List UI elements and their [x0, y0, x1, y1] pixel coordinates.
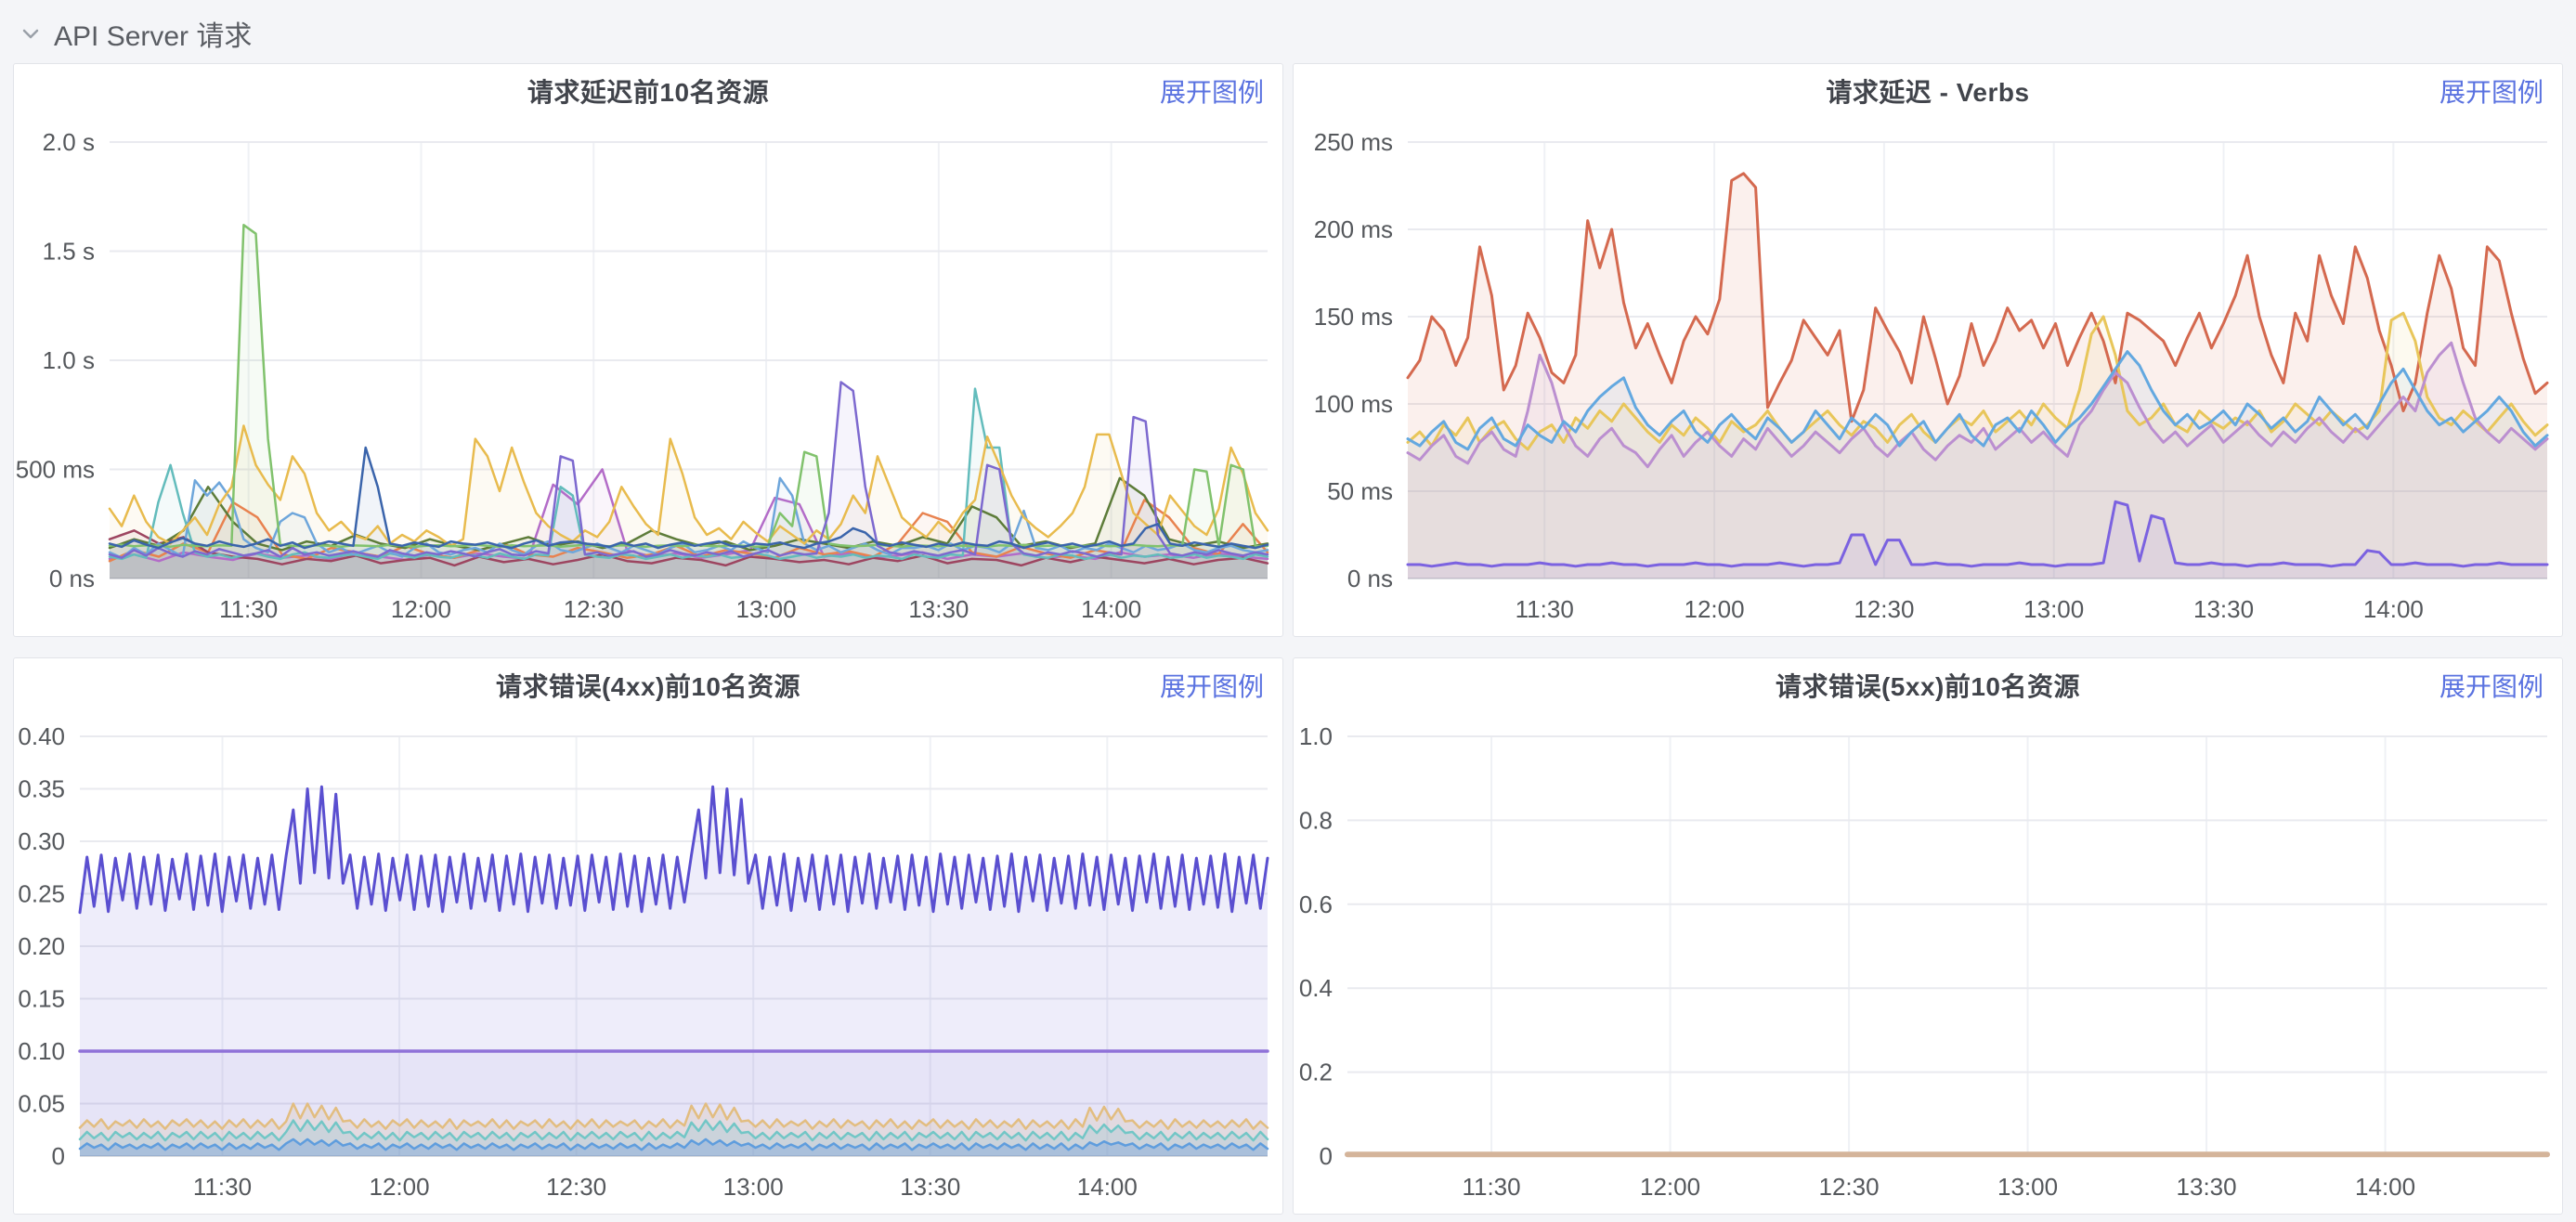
panel-header: 请求错误(5xx)前10名资源 展开图例: [1294, 658, 2562, 712]
errors-4xx-chart[interactable]: 0.40 0.35 0.30 0.25 0.20 0.15 0.10 0.05 0 11:30 12…: [14, 712, 1282, 1208]
chart-area: 0.40 0.35 0.30 0.25 0.20 0.15 0.10 0.05 0 11:30 12…: [14, 712, 1282, 1208]
svg-text:0.15: 0.15: [18, 985, 65, 1013]
panel-title[interactable]: 请求延迟前10名资源: [527, 78, 770, 107]
svg-text:1.0 s: 1.0 s: [43, 346, 95, 374]
svg-text:13:30: 13:30: [2193, 595, 2254, 623]
panel-header: 请求延迟前10名资源 展开图例: [14, 64, 1282, 118]
panel-latency-verbs: 请求延迟 - Verbs 展开图例 250 ms 200 ms 150 ms 100 …: [1293, 63, 2563, 637]
svg-text:13:30: 13:30: [2177, 1173, 2237, 1201]
svg-text:11:30: 11:30: [219, 595, 278, 623]
svg-text:12:00: 12:00: [370, 1173, 430, 1201]
svg-text:12:00: 12:00: [1685, 595, 1745, 623]
latency-verbs-chart[interactable]: 250 ms 200 ms 150 ms 100 ms 50 ms 0 ns 11:30 12…: [1294, 118, 2562, 630]
svg-text:0.35: 0.35: [18, 775, 65, 803]
svg-text:2.0 s: 2.0 s: [43, 128, 95, 156]
svg-text:11:30: 11:30: [1516, 595, 1574, 623]
errors-5xx-chart[interactable]: 1.0 0.8 0.6 0.4 0.2 0 11:30 12:00 12:30 13:00 13:3…: [1294, 712, 2562, 1208]
svg-text:13:00: 13:00: [1997, 1173, 2058, 1201]
svg-text:13:30: 13:30: [908, 595, 969, 623]
expand-legend-link[interactable]: 展开图例: [1159, 672, 1264, 701]
svg-text:0 ns: 0 ns: [49, 565, 95, 592]
svg-text:500 ms: 500 ms: [16, 456, 95, 484]
svg-text:12:30: 12:30: [546, 1173, 606, 1201]
svg-text:12:30: 12:30: [1854, 595, 1914, 623]
row-title: API Server 请求: [54, 21, 253, 52]
svg-text:150 ms: 150 ms: [1314, 303, 1393, 331]
svg-text:12:30: 12:30: [564, 595, 624, 623]
svg-text:0.8: 0.8: [1299, 806, 1333, 834]
svg-text:100 ms: 100 ms: [1314, 390, 1393, 418]
expand-legend-link[interactable]: 展开图例: [1159, 78, 1264, 107]
svg-text:0 ns: 0 ns: [1347, 565, 1393, 592]
svg-text:1.5 s: 1.5 s: [43, 238, 95, 266]
svg-text:12:00: 12:00: [1640, 1173, 1700, 1201]
svg-text:14:00: 14:00: [1077, 1173, 1138, 1201]
panel-latency-top10: 请求延迟前10名资源 展开图例 2.0 s 1.5 s 1.0 s 500 ms 0 n…: [13, 63, 1283, 637]
svg-text:0.6: 0.6: [1299, 890, 1333, 918]
svg-text:12:00: 12:00: [391, 595, 451, 623]
svg-text:0.30: 0.30: [18, 827, 65, 855]
svg-text:250 ms: 250 ms: [1314, 128, 1393, 156]
svg-text:0.20: 0.20: [18, 932, 65, 960]
svg-text:13:30: 13:30: [900, 1173, 960, 1201]
svg-text:0.2: 0.2: [1299, 1059, 1333, 1086]
expand-legend-link[interactable]: 展开图例: [2439, 672, 2543, 701]
svg-text:0: 0: [52, 1142, 65, 1170]
svg-text:0: 0: [1320, 1142, 1333, 1170]
panel-title[interactable]: 请求错误(4xx)前10名资源: [495, 672, 800, 701]
svg-text:14:00: 14:00: [2363, 595, 2424, 623]
svg-text:0.10: 0.10: [18, 1037, 65, 1065]
panel-title[interactable]: 请求错误(5xx)前10名资源: [1775, 672, 2080, 701]
chart-area: 1.0 0.8 0.6 0.4 0.2 0 11:30 12:00 12:30 13:00 13:3…: [1294, 712, 2562, 1208]
panel-errors-4xx: 请求错误(4xx)前10名资源 展开图例 0.40 0.35 0.30 0.25 0.2…: [13, 657, 1283, 1215]
panel-header: 请求延迟 - Verbs 展开图例: [1294, 64, 2562, 118]
chart-area: 250 ms 200 ms 150 ms 100 ms 50 ms 0 ns 11:30 12…: [1294, 118, 2562, 630]
svg-text:13:00: 13:00: [723, 1173, 784, 1201]
panel-title[interactable]: 请求延迟 - Verbs: [1826, 78, 2030, 107]
svg-text:0.40: 0.40: [18, 722, 65, 750]
panel-header: 请求错误(4xx)前10名资源 展开图例: [14, 658, 1282, 712]
svg-text:50 ms: 50 ms: [1327, 477, 1393, 505]
svg-text:13:00: 13:00: [2023, 595, 2084, 623]
svg-text:11:30: 11:30: [1462, 1173, 1520, 1201]
svg-text:14:00: 14:00: [2355, 1173, 2415, 1201]
chevron-down-icon: [19, 21, 43, 46]
svg-text:12:30: 12:30: [1819, 1173, 1880, 1201]
svg-text:0.25: 0.25: [18, 880, 65, 908]
svg-text:13:00: 13:00: [736, 595, 797, 623]
svg-text:0.05: 0.05: [18, 1090, 65, 1118]
chart-area: 2.0 s 1.5 s 1.0 s 500 ms 0 ns 11:30 12:00 12:30…: [14, 118, 1282, 630]
collapsible-row-header[interactable]: API Server 请求: [0, 0, 2576, 63]
svg-text:0.4: 0.4: [1299, 974, 1333, 1002]
svg-text:14:00: 14:00: [1081, 595, 1141, 623]
latency-top10-chart[interactable]: 2.0 s 1.5 s 1.0 s 500 ms 0 ns 11:30 12:00 12:30…: [14, 118, 1282, 630]
svg-text:1.0: 1.0: [1299, 722, 1333, 750]
svg-text:200 ms: 200 ms: [1314, 215, 1393, 243]
panel-errors-5xx: 请求错误(5xx)前10名资源 展开图例 1.0 0.8 0.6 0.4 0.2 0 11:…: [1293, 657, 2563, 1215]
expand-legend-link[interactable]: 展开图例: [2439, 78, 2543, 107]
panel-grid: 请求延迟前10名资源 展开图例 2.0 s 1.5 s 1.0 s 500 ms 0 n…: [0, 63, 2576, 1215]
svg-text:11:30: 11:30: [193, 1173, 252, 1201]
